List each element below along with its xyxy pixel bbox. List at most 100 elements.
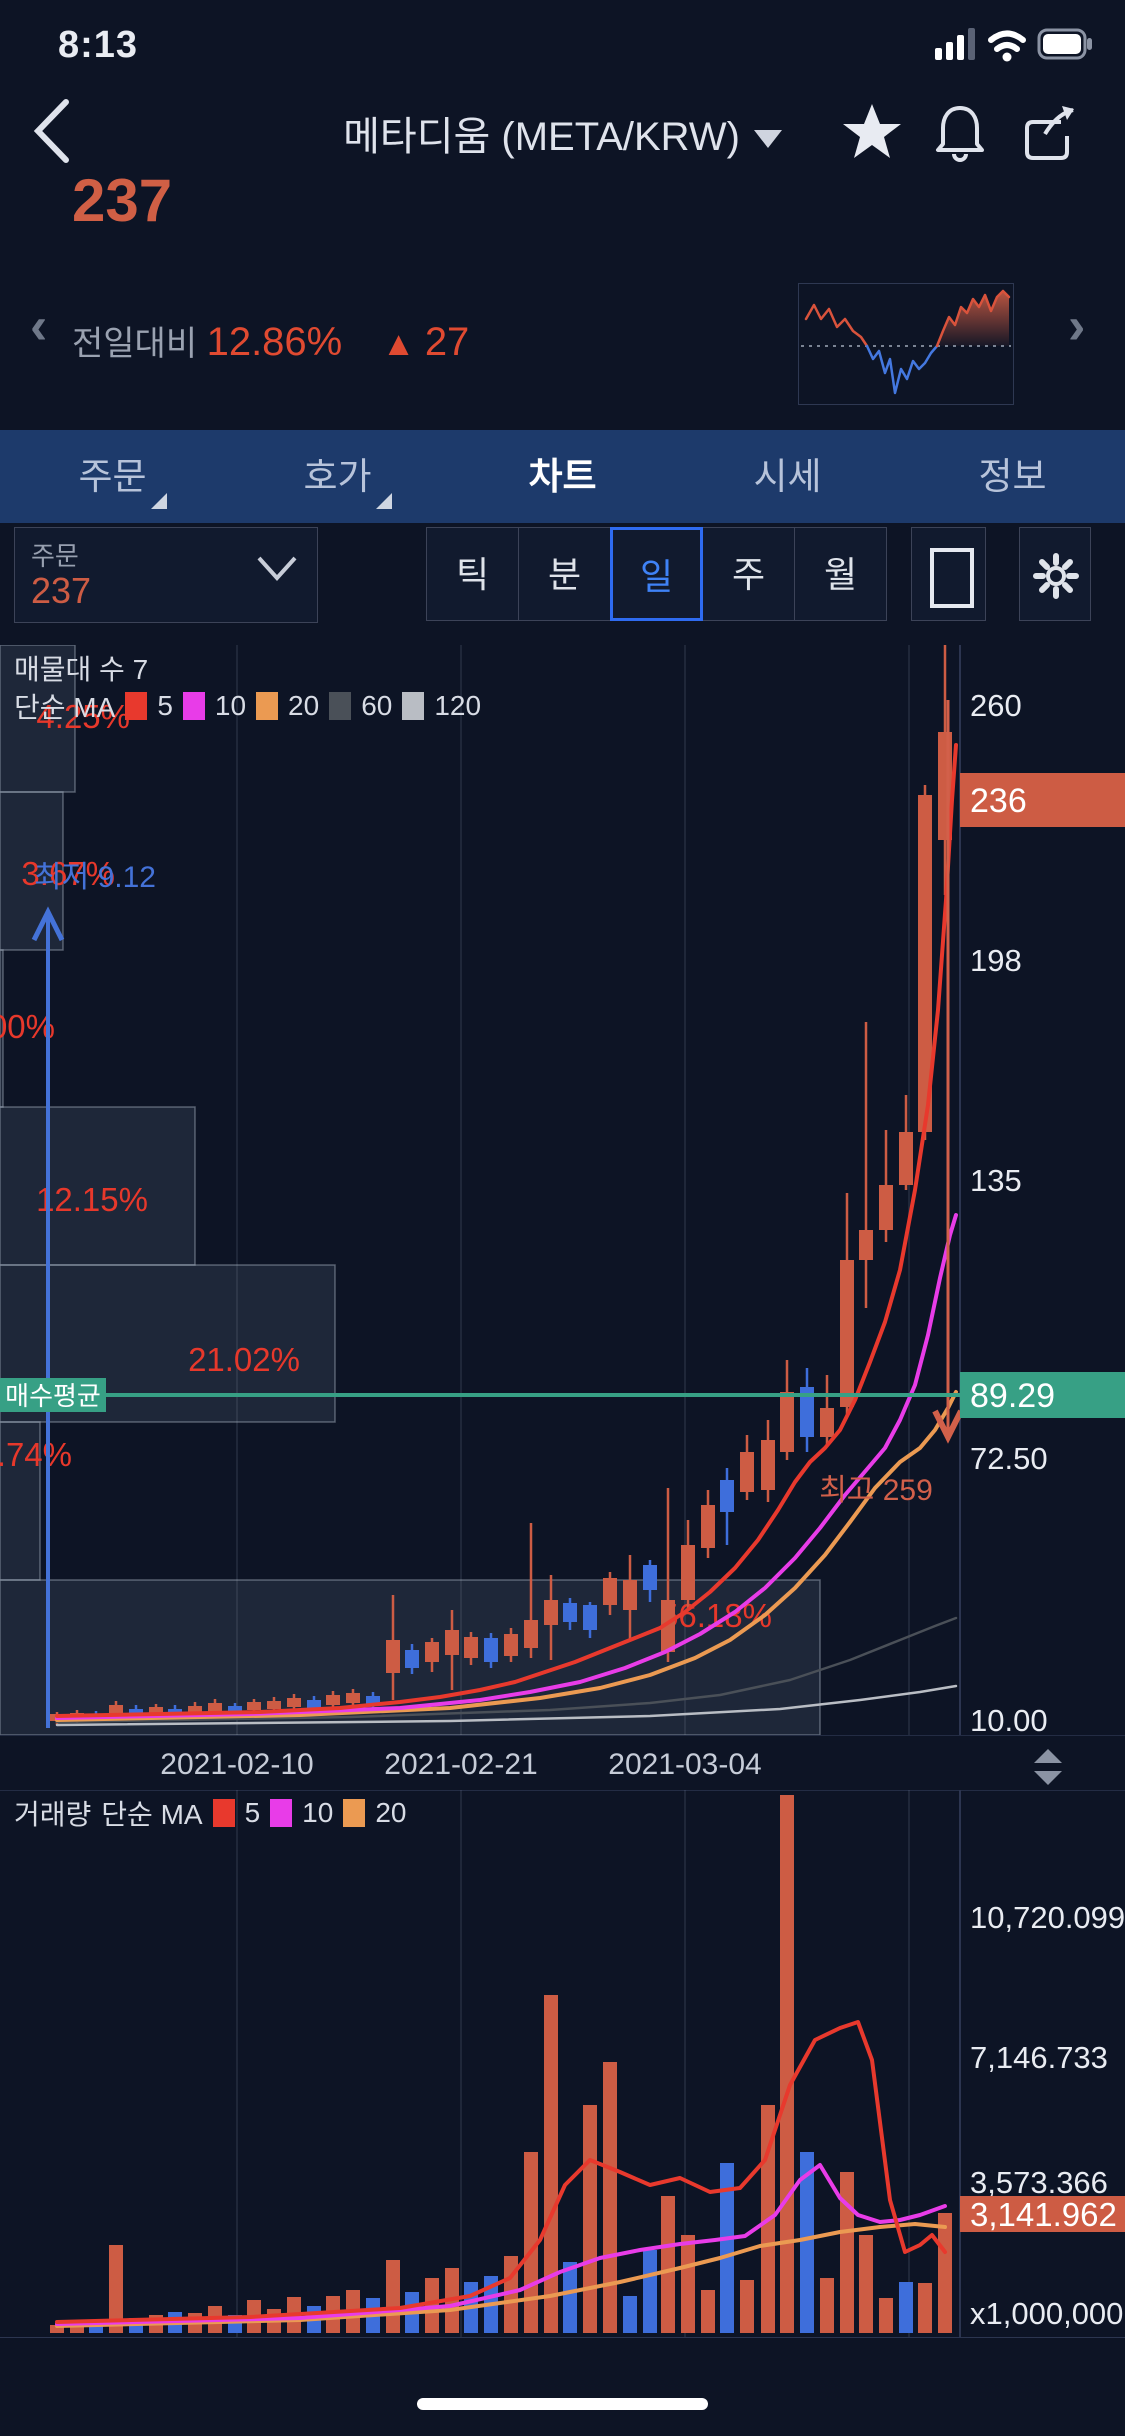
chart-settings-button[interactable]	[1019, 527, 1091, 621]
volume-bar	[89, 2323, 103, 2333]
volume-profile-box	[0, 1106, 196, 1266]
ma-period-label: 5	[244, 1797, 261, 1828]
candle-body	[247, 1702, 261, 1710]
ma20-line	[55, 1390, 958, 1722]
volume-bar	[681, 2235, 695, 2333]
volume-bar	[643, 2250, 657, 2333]
back-button[interactable]	[22, 96, 82, 166]
prev-pair-arrow[interactable]: ‹	[30, 297, 48, 355]
favorite-star-button[interactable]	[840, 100, 904, 164]
period-tick-button[interactable]: 틱	[426, 527, 519, 621]
candle-body	[346, 1693, 360, 1703]
chart-style-button[interactable]	[911, 527, 986, 621]
period-minute-button[interactable]: 분	[518, 527, 611, 621]
notification-bell-button[interactable]	[928, 100, 992, 164]
next-pair-arrow[interactable]: ›	[1068, 297, 1086, 355]
price-tick: 10.00	[970, 1703, 1048, 1735]
avg-label: 매수평균	[5, 1381, 101, 1411]
candle-body	[661, 1600, 675, 1652]
volume-bar	[661, 2196, 675, 2333]
current-price-value: 236	[970, 782, 1027, 820]
pair-title-dropdown[interactable]: 메타디움 (META/KRW)	[0, 104, 1125, 162]
sparkline-fill	[937, 291, 1009, 346]
volume-bar	[740, 2280, 754, 2333]
volume-bar	[50, 2325, 64, 2333]
candle-body	[820, 1408, 834, 1437]
page-title: 메타디움 (META/KRW)	[343, 115, 740, 159]
candle-body	[740, 1452, 754, 1492]
wifi-icon	[988, 30, 1026, 62]
home-indicator[interactable]	[417, 2398, 708, 2410]
chevron-down-icon	[257, 556, 297, 581]
volume-bar	[563, 2262, 577, 2333]
ma-period-label: 10	[214, 690, 247, 721]
candle-body	[701, 1505, 715, 1548]
volume-bar	[701, 2290, 715, 2333]
candle-body	[188, 1706, 202, 1713]
volume-profile-box	[0, 949, 4, 1108]
volume-ma10-line	[55, 2163, 947, 2326]
price-tick: 72.50	[970, 1441, 1048, 1476]
tab-chart[interactable]: 차트	[528, 456, 597, 497]
up-triangle-icon: ▲	[381, 325, 416, 363]
candle-body	[425, 1642, 439, 1662]
ma5-line	[55, 743, 958, 1718]
share-button[interactable]	[1015, 100, 1079, 164]
candle-body	[563, 1603, 577, 1622]
ma-period-label: 5	[157, 690, 173, 721]
volume-bar	[899, 2282, 913, 2333]
ma120-line	[55, 1684, 958, 1727]
main-tabs: 주문 호가 차트 시세 정보	[0, 430, 1125, 523]
scale-adjust-icon[interactable]	[1030, 1747, 1066, 1787]
volume-bar	[820, 2278, 834, 2333]
ma-color-swatch	[329, 692, 352, 720]
ma-period-label: 60	[361, 690, 393, 721]
candle-body	[544, 1600, 558, 1625]
ma-period-label: 10	[302, 1797, 334, 1828]
volume-ma-badge	[960, 2196, 1125, 2232]
candle-body	[623, 1580, 637, 1610]
candle-body	[267, 1701, 281, 1709]
order-type-dropdown[interactable]: 주문 237	[14, 527, 318, 623]
change-label: 전일대비	[72, 325, 198, 363]
period-month-button[interactable]: 월	[794, 527, 887, 621]
candle-body	[208, 1703, 222, 1712]
candle-body	[761, 1440, 775, 1490]
period-day-button[interactable]: 일	[610, 527, 703, 621]
date-label: 2021-03-04	[608, 1748, 762, 1781]
tab-info[interactable]: 정보	[978, 456, 1047, 497]
ma-color-swatch	[343, 1799, 366, 1827]
rectangle-icon	[930, 548, 974, 608]
ma-color-swatch	[182, 692, 205, 720]
volume-bar	[879, 2298, 893, 2333]
volume-profile-percent: 0.00%	[0, 1008, 55, 1045]
candle-body	[800, 1387, 814, 1437]
status-time: 8:13	[58, 24, 139, 66]
volume-unit-label: x1,000,000	[970, 2296, 1123, 2331]
current-price-badge	[960, 773, 1125, 827]
volume-legend: 거래량 단순 MA 5 10 20	[14, 1797, 407, 1830]
price-chart[interactable]: 4.25%3.67%0.00%12.15%21.02%2.74%56.18%최저…	[0, 645, 1125, 1735]
low-marker-label: 최저 9.12	[34, 861, 156, 894]
ma10-line	[55, 1213, 958, 1720]
volume-bar	[623, 2296, 637, 2333]
volume-bar	[859, 2235, 873, 2333]
tab-order[interactable]: 주문	[0, 430, 225, 523]
candle-body	[859, 1230, 873, 1260]
candle-body	[484, 1638, 498, 1662]
avg-label-badge	[0, 1378, 106, 1412]
battery-icon	[1037, 28, 1092, 60]
tab-quotes[interactable]: 시세	[753, 456, 822, 497]
period-week-button[interactable]: 주	[702, 527, 795, 621]
volume-profile-percent: 12.15%	[36, 1181, 148, 1218]
volume-profile-percent: 4.25%	[36, 698, 130, 735]
price-tick: 135	[970, 1163, 1022, 1198]
tab-orderbook[interactable]: 호가	[225, 430, 450, 523]
change-row: 전일대비 12.86% ▲ 27	[72, 316, 469, 365]
candle-body	[445, 1630, 459, 1655]
corner-triangle-icon	[151, 493, 167, 509]
volume-ma-value: 3,141.962	[970, 2196, 1117, 2233]
candle-body	[405, 1650, 419, 1668]
ma-legend: 단순 MA 5 10 20 60 120	[14, 690, 482, 723]
